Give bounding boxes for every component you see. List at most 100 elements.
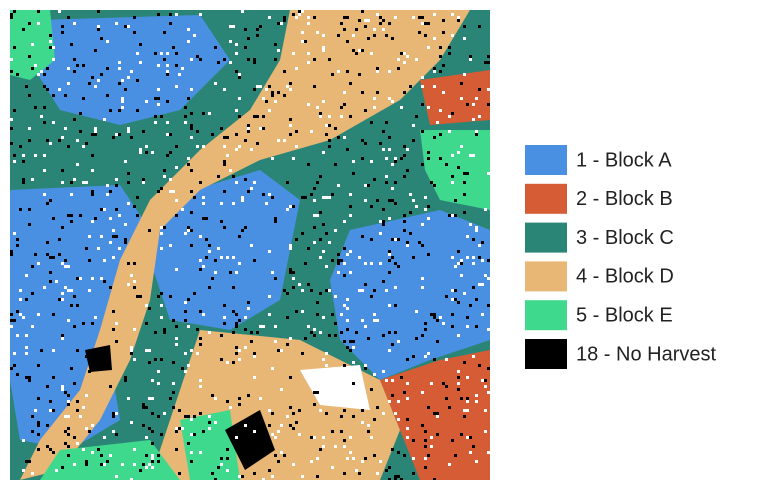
- speckle: [325, 352, 328, 355]
- speckle: [223, 322, 226, 325]
- speckle: [208, 331, 211, 334]
- speckle: [253, 181, 256, 184]
- speckle: [91, 190, 94, 193]
- speckle: [220, 202, 223, 205]
- speckle: [400, 106, 403, 109]
- speckle: [91, 220, 94, 223]
- speckle: [448, 115, 451, 118]
- speckle: [145, 145, 148, 148]
- speckle: [31, 265, 34, 268]
- speckle: [487, 259, 490, 262]
- speckle: [394, 238, 397, 241]
- speckle: [88, 370, 91, 373]
- speckle: [328, 139, 331, 142]
- speckle: [250, 340, 253, 343]
- speckle: [457, 250, 460, 253]
- speckle: [313, 58, 316, 61]
- speckle: [52, 121, 55, 124]
- speckle: [271, 367, 274, 370]
- speckle: [175, 427, 178, 430]
- speckle: [295, 421, 298, 424]
- speckle: [244, 226, 247, 229]
- speckle: [334, 127, 337, 130]
- speckle: [244, 28, 247, 31]
- speckle: [457, 388, 460, 391]
- speckle: [34, 409, 37, 412]
- speckle: [379, 16, 382, 19]
- speckle: [118, 133, 121, 136]
- speckle: [190, 88, 193, 91]
- legend-label: 4 - Block D: [576, 266, 674, 288]
- speckle: [262, 478, 265, 481]
- speckle: [337, 259, 340, 262]
- legend-swatch: [525, 300, 567, 330]
- speckle: [427, 217, 430, 220]
- speckle: [160, 316, 163, 319]
- speckle: [142, 424, 145, 427]
- speckle: [448, 214, 451, 217]
- speckle: [16, 373, 19, 376]
- speckle: [61, 226, 64, 229]
- speckle: [328, 124, 331, 127]
- speckle: [427, 253, 430, 256]
- speckle: [118, 247, 121, 250]
- speckle: [235, 70, 238, 73]
- speckle: [487, 367, 490, 370]
- speckle: [52, 46, 55, 49]
- speckle: [394, 475, 397, 478]
- speckle: [52, 376, 55, 379]
- speckle: [25, 352, 28, 355]
- speckle: [70, 193, 73, 196]
- speckle: [451, 439, 454, 442]
- speckle: [220, 256, 223, 259]
- speckle: [319, 448, 322, 451]
- speckle: [415, 310, 418, 313]
- speckle: [298, 283, 301, 286]
- speckle: [370, 205, 373, 208]
- speckle: [406, 427, 409, 430]
- speckle: [64, 259, 67, 262]
- speckle: [466, 436, 469, 439]
- speckle: [415, 115, 418, 118]
- speckle: [364, 364, 367, 367]
- speckle: [184, 352, 187, 355]
- speckle: [106, 94, 109, 97]
- speckle: [253, 115, 256, 118]
- speckle: [67, 82, 70, 85]
- speckle: [352, 415, 355, 418]
- speckle: [313, 16, 316, 19]
- speckle: [340, 115, 343, 118]
- speckle: [235, 109, 238, 112]
- speckle: [394, 181, 397, 184]
- speckle: [460, 259, 463, 262]
- speckle: [208, 112, 211, 115]
- speckle: [355, 331, 358, 334]
- speckle: [301, 31, 304, 34]
- speckle: [310, 436, 313, 439]
- speckle: [82, 145, 85, 148]
- speckle: [193, 292, 196, 295]
- speckle: [115, 178, 118, 181]
- speckle: [223, 160, 226, 163]
- speckle: [166, 73, 169, 76]
- speckle: [343, 304, 346, 307]
- speckle: [475, 133, 478, 136]
- speckle: [349, 115, 352, 118]
- speckle: [406, 148, 409, 151]
- speckle: [16, 244, 19, 247]
- speckle: [484, 61, 487, 64]
- speckle: [256, 28, 259, 31]
- speckle: [409, 232, 412, 235]
- speckle: [49, 46, 52, 49]
- speckle: [403, 220, 406, 223]
- speckle: [205, 238, 208, 241]
- speckle: [289, 82, 292, 85]
- speckle: [445, 397, 448, 400]
- speckle: [28, 223, 31, 226]
- speckle: [325, 232, 328, 235]
- speckle: [244, 139, 247, 142]
- speckle: [181, 367, 184, 370]
- speckle: [361, 289, 364, 292]
- speckle: [475, 400, 478, 403]
- speckle: [322, 316, 325, 319]
